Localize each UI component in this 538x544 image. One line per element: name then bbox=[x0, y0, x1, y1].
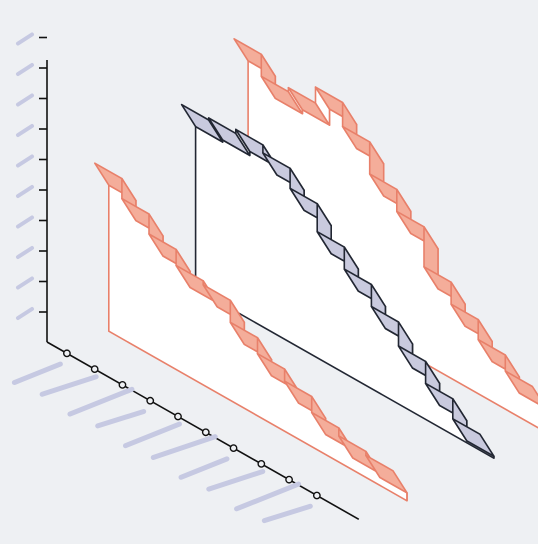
x-tick bbox=[257, 459, 266, 468]
y-tick-label bbox=[16, 276, 34, 290]
step-top bbox=[365, 454, 408, 494]
x-tick-label bbox=[11, 361, 63, 386]
axes-group bbox=[11, 32, 360, 524]
x-tick bbox=[285, 475, 293, 484]
x-tick bbox=[312, 491, 321, 500]
y-tick-label bbox=[16, 124, 34, 137]
x-tick-label bbox=[234, 481, 302, 512]
y-tick-label bbox=[16, 307, 34, 320]
y-tick-label bbox=[16, 246, 34, 259]
x-tick bbox=[174, 412, 182, 421]
x-tick-label bbox=[206, 468, 266, 492]
x-tick-label bbox=[261, 503, 313, 524]
series-1 bbox=[94, 162, 408, 502]
x-tick-label bbox=[122, 421, 182, 449]
x-tick bbox=[229, 444, 238, 452]
series-group bbox=[94, 37, 538, 502]
x-tick bbox=[201, 428, 210, 437]
series-3 bbox=[233, 37, 538, 429]
x-tick bbox=[63, 349, 71, 358]
y-tick-label bbox=[16, 215, 34, 229]
y-tick-label bbox=[16, 63, 34, 76]
series-2 bbox=[180, 103, 495, 460]
x-tick-label bbox=[150, 434, 218, 460]
y-tick-label bbox=[16, 93, 34, 107]
x-tick-label bbox=[39, 374, 99, 397]
step-top bbox=[504, 370, 538, 405]
x-tick-label bbox=[67, 386, 135, 417]
x-tick bbox=[146, 396, 155, 405]
y-tick-label bbox=[16, 185, 34, 198]
y-tick-label bbox=[16, 154, 34, 168]
x-tick bbox=[90, 365, 99, 374]
x-tick bbox=[118, 381, 127, 389]
y-tick-label bbox=[16, 32, 34, 46]
step-top bbox=[451, 417, 495, 458]
x-tick-label bbox=[178, 456, 230, 480]
x-tick-label bbox=[95, 408, 147, 429]
